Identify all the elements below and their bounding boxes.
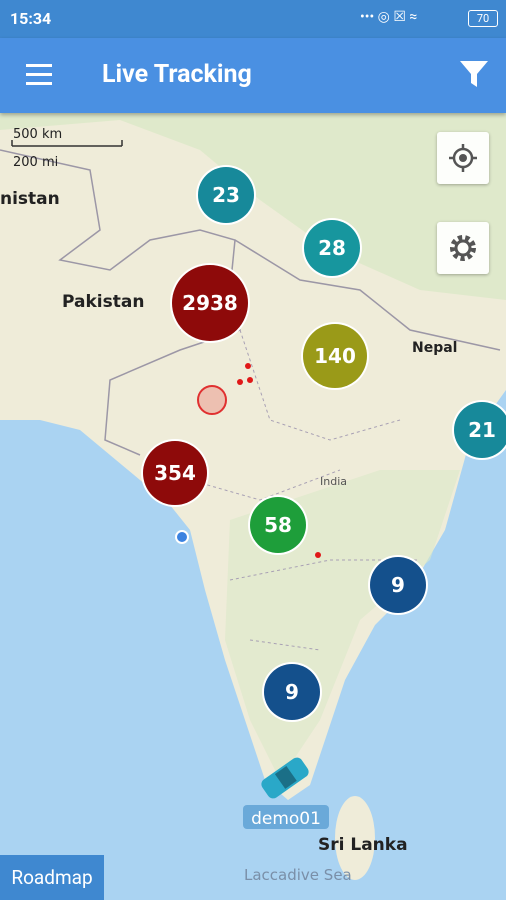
map-label: nistan	[0, 189, 60, 209]
cluster[interactable]	[454, 402, 506, 458]
cluster-count[interactable]: 58	[264, 513, 292, 537]
vehicle-label[interactable]: demo01	[251, 809, 321, 829]
roadmap-button[interactable]: Roadmap	[0, 855, 104, 900]
vehicle-dot	[315, 552, 321, 558]
settings-button[interactable]	[437, 222, 489, 274]
cluster[interactable]	[303, 324, 367, 388]
filter-button[interactable]	[458, 58, 490, 90]
cluster-count[interactable]: 2938	[182, 291, 238, 315]
app-bar: Live Tracking	[0, 38, 506, 113]
cluster-count[interactable]: 9	[391, 573, 405, 597]
selected-marker[interactable]	[197, 385, 227, 415]
vehicle-dot	[247, 377, 253, 383]
title: Live Tracking	[102, 60, 252, 89]
vehicle-label-bg	[243, 805, 329, 829]
cluster-count[interactable]: 9	[285, 680, 299, 704]
user-location	[175, 530, 189, 544]
border	[0, 149, 501, 456]
cluster-count[interactable]: 140	[314, 344, 356, 368]
forest-shade	[0, 113, 506, 300]
status-icons: ••• ◎ ☒ ≈	[360, 9, 418, 25]
cluster[interactable]	[264, 664, 320, 720]
cluster[interactable]	[250, 497, 306, 553]
cluster-count[interactable]: 28	[318, 236, 346, 260]
vehicle-dot	[245, 363, 251, 369]
time: 15:34	[10, 9, 52, 28]
scale-bar	[11, 140, 123, 147]
cluster[interactable]	[304, 220, 360, 276]
vehicle-icon[interactable]	[259, 755, 311, 801]
cluster[interactable]	[198, 167, 254, 223]
cluster[interactable]	[143, 441, 207, 505]
island	[335, 796, 375, 880]
battery: 70	[468, 10, 498, 27]
cluster-count[interactable]: 354	[154, 461, 196, 485]
map-label: Sri Lanka	[318, 835, 408, 855]
cluster[interactable]	[370, 557, 426, 613]
scale-km: 500 km	[13, 127, 62, 142]
scale-mi: 200 mi	[13, 155, 58, 170]
cluster-count[interactable]: 21	[468, 418, 496, 442]
map-label: Pakistan	[62, 292, 144, 312]
map-label: India	[320, 475, 347, 488]
map-label: Laccadive Sea	[244, 866, 352, 884]
land	[0, 113, 506, 800]
cluster-count[interactable]: 23	[212, 183, 240, 207]
map-label: Nepal	[412, 340, 457, 356]
status-bar: 15:34 ••• ◎ ☒ ≈ 70	[0, 0, 506, 38]
cluster[interactable]	[172, 265, 248, 341]
vehicle-dot	[237, 379, 243, 385]
border	[189, 329, 420, 651]
menu-button[interactable]	[26, 64, 52, 85]
locate-button[interactable]	[437, 132, 489, 184]
